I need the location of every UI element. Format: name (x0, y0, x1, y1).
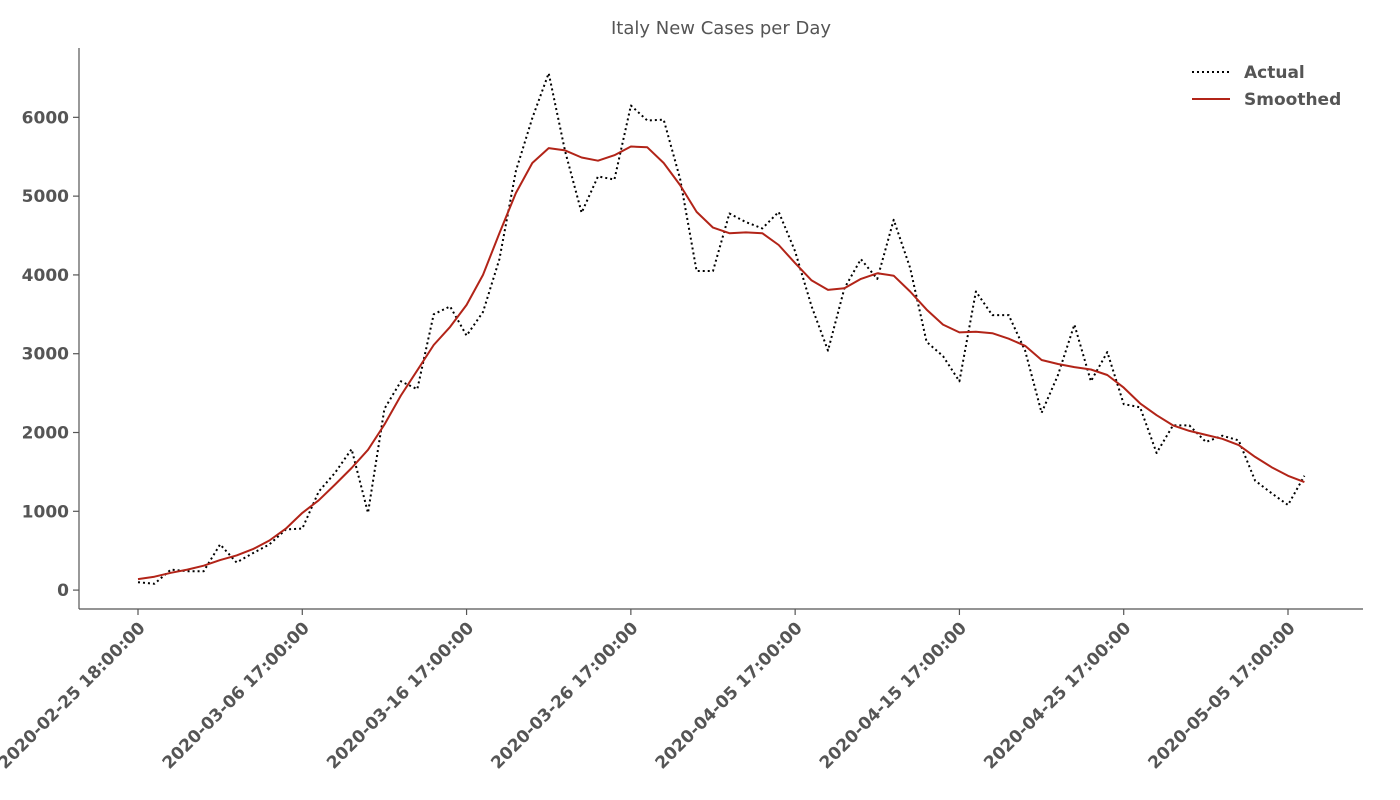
x-tick-label: 2020-04-05 17:00:00 (652, 618, 807, 773)
legend-actual-label: Actual (1244, 63, 1305, 83)
series-lines (137, 72, 1306, 585)
y-tick-label: 2000 (22, 424, 69, 444)
y-tick-label: 5000 (22, 187, 69, 207)
x-tick-label: 2020-04-15 17:00:00 (816, 618, 971, 773)
legend: Actual Smoothed (1192, 63, 1341, 110)
y-tick-label: 3000 (22, 345, 69, 365)
y-tick-label: 1000 (22, 502, 69, 522)
x-axis-ticks: 2020-02-25 18:00:00 2020-03-06 17:00:00 20… (0, 609, 1300, 773)
axes (78, 48, 1363, 610)
legend-smoothed-label: Smoothed (1244, 90, 1341, 110)
x-tick-label: 2020-03-06 17:00:00 (159, 618, 314, 773)
x-tick-label: 2020-03-26 17:00:00 (487, 618, 642, 773)
series-line-actual (137, 72, 1306, 585)
y-axis-ticks: 0 1000 2000 3000 4000 5000 6000 (22, 108, 79, 601)
y-tick-label: 4000 (22, 266, 69, 286)
y-tick-label: 6000 (22, 108, 69, 128)
series-line-smoothed (137, 145, 1305, 581)
x-tick-label: 2020-05-05 17:00:00 (1145, 618, 1300, 773)
chart-title: Italy New Cases per Day (611, 18, 831, 39)
y-tick-label: 0 (57, 581, 69, 601)
x-tick-label: 2020-03-16 17:00:00 (323, 618, 478, 773)
x-tick-label: 2020-04-25 17:00:00 (980, 618, 1135, 773)
x-tick-label: 2020-02-25 18:00:00 (0, 618, 150, 773)
